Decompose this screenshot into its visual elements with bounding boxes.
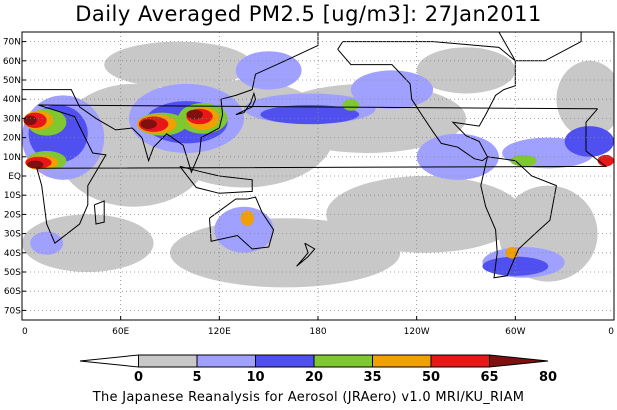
lon-tick-label: 180	[309, 327, 326, 337]
pm25-level-3-region	[564, 126, 614, 157]
colorbar-label: 80	[539, 370, 557, 385]
pm25-level-5-region	[240, 210, 254, 226]
pm25-level-2-region	[416, 133, 499, 180]
lat-tick-label: 70N	[3, 38, 21, 48]
lat-tick-label: 70S	[4, 306, 21, 316]
pm25-level-7-region	[186, 109, 203, 120]
coastline-africa	[36, 104, 608, 244]
coastline-south-america	[480, 156, 557, 279]
pm25-level-7-region	[23, 115, 37, 126]
map-panel: 70N 60N 50N 40N 30N 20N 10N EQ 10S 20S 30S 40S 50S 60…	[3, 31, 615, 337]
colorbar-label: 65	[480, 370, 498, 385]
lat-tick-label: 60N	[3, 57, 21, 67]
lat-tick-label: 60S	[4, 287, 21, 297]
pm25-level-6-region	[597, 154, 614, 167]
colorbar-segment	[489, 354, 549, 368]
lon-tick-label: 60W	[505, 327, 525, 337]
pm25-level-1-region	[416, 47, 516, 94]
pm25-level-7-region	[26, 160, 44, 169]
lat-tick-label: EQ	[8, 172, 21, 182]
colorbar-label: 35	[363, 370, 381, 385]
lat-tick-label: 30S	[4, 230, 21, 240]
coastline-madagascar	[93, 200, 105, 225]
pm25-level-1-region	[104, 41, 253, 88]
lat-tick-label: 40S	[4, 249, 21, 259]
pm25-level-2-region	[30, 231, 64, 255]
colorbar-segment	[138, 354, 198, 368]
longitude-labels: 0 60E 120E 180 120W 60W 0	[21, 316, 615, 337]
pm25-level-7-region	[140, 119, 157, 129]
colorbar-label: 10	[246, 370, 264, 385]
lat-tick-label: 10S	[4, 191, 21, 201]
colorbar-segment	[372, 354, 432, 368]
colorbar-segment	[79, 354, 139, 368]
colorbar-segment	[255, 354, 315, 368]
pm25-level-1-region	[170, 218, 401, 288]
latitude-labels: 70N 60N 50N 40N 30N 20N 10N EQ 10S 20S 30S 40S 50S 60…	[3, 38, 26, 316]
colorbar-label: 5	[192, 370, 201, 385]
graticule	[21, 32, 615, 320]
lon-tick-label: 120E	[208, 327, 231, 337]
lon-tick-label: 120W	[404, 327, 430, 337]
map-title: Daily Averaged PM2.5 [ug/m3]: 27Jan2011	[75, 2, 542, 26]
lon-tick-label: 60E	[112, 327, 129, 337]
coastline-japan	[235, 91, 257, 116]
pm25-level-3-region	[260, 104, 360, 125]
lat-tick-label: 50S	[4, 268, 21, 278]
lat-tick-label: 50N	[3, 76, 21, 86]
colorbar-segment	[313, 354, 373, 368]
pm25-level-3-region	[482, 256, 549, 276]
coastline-greenland	[498, 32, 582, 62]
colorbar-label: 20	[305, 370, 323, 385]
coastline-australia	[209, 196, 275, 250]
pm25-level-2-region	[350, 70, 434, 109]
lat-tick-label: 20N	[3, 134, 21, 144]
lat-tick-label: 40N	[3, 95, 21, 105]
coastline-indonesia	[179, 165, 253, 194]
colorbar-segment	[196, 354, 256, 368]
colorbar: 0 5 10 20 35 50 65 80	[79, 354, 557, 385]
lat-tick-label: 10N	[3, 153, 21, 163]
pm25-level-2-region	[214, 206, 274, 253]
lat-tick-label: 20S	[4, 210, 21, 220]
lon-tick-label: 0	[608, 327, 614, 337]
pm25-level-4-region	[510, 154, 537, 167]
data-credit: The Japanese Reanalysis for Aerosol (JRA…	[92, 390, 525, 405]
coastline-new-zealand	[296, 242, 316, 267]
colorbar-segment	[430, 354, 490, 368]
lat-tick-label: 30N	[3, 114, 21, 124]
coastline-eurasia	[22, 32, 319, 174]
pm25-level-2-region	[235, 51, 302, 90]
colorbar-label: 50	[422, 370, 440, 385]
lon-tick-label: 0	[22, 327, 28, 337]
pm25-level-4-region	[342, 99, 360, 111]
colorbar-label: 0	[134, 370, 143, 385]
